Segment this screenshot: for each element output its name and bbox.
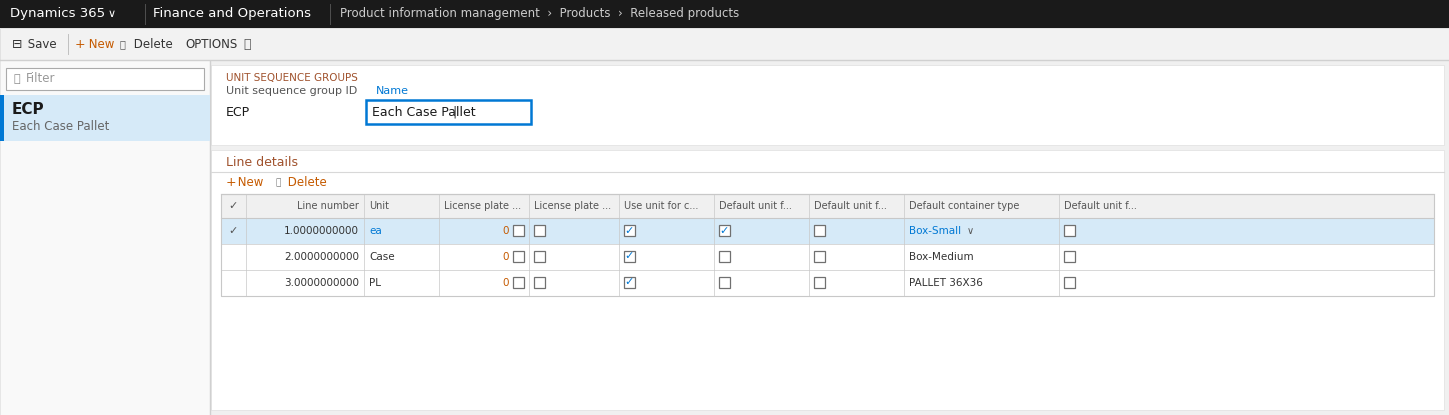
Text: 🔍: 🔍 (13, 74, 20, 84)
Text: License plate ...: License plate ... (535, 201, 611, 211)
Bar (222, 194, 1435, 218)
Bar (625, 277, 635, 288)
Bar (222, 270, 1435, 296)
Text: Filter: Filter (26, 73, 55, 85)
Text: Name: Name (375, 86, 409, 96)
Bar (367, 100, 530, 124)
Text: 3.0000000000: 3.0000000000 (284, 278, 359, 288)
Text: ⬜: ⬜ (120, 39, 126, 49)
Bar (212, 150, 1445, 410)
Text: Use unit for c...: Use unit for c... (625, 201, 698, 211)
Bar (222, 244, 1435, 270)
Text: 0: 0 (503, 252, 509, 262)
Bar (535, 277, 545, 288)
Bar (814, 251, 824, 262)
Text: Box-Medium: Box-Medium (909, 252, 974, 262)
Text: +: + (226, 176, 236, 190)
Text: Delete: Delete (130, 37, 172, 51)
Bar (0, 95, 4, 141)
Text: 0: 0 (503, 278, 509, 288)
Text: 🔍: 🔍 (243, 37, 251, 51)
Bar (719, 251, 730, 262)
Bar (1064, 251, 1075, 262)
Text: PL: PL (369, 278, 381, 288)
Bar (0, 28, 1449, 60)
Text: New: New (85, 37, 114, 51)
Text: ⬜: ⬜ (275, 178, 281, 188)
Bar (1064, 277, 1075, 288)
Text: ✓: ✓ (229, 226, 238, 236)
Bar (719, 277, 730, 288)
Bar (513, 225, 525, 236)
Text: ∨: ∨ (109, 9, 116, 19)
Bar (625, 251, 635, 262)
Text: ECP: ECP (12, 103, 45, 117)
Bar (814, 277, 824, 288)
Text: Dynamics 365: Dynamics 365 (10, 7, 106, 20)
Text: UNIT SEQUENCE GROUPS: UNIT SEQUENCE GROUPS (226, 73, 358, 83)
Text: Each Case Pallet: Each Case Pallet (372, 105, 475, 119)
Text: Save: Save (25, 37, 57, 51)
Text: ea: ea (369, 226, 381, 236)
Text: Delete: Delete (284, 176, 327, 190)
Bar (0, 60, 1449, 415)
Text: Default unit f...: Default unit f... (719, 201, 791, 211)
Bar (625, 225, 635, 236)
Text: Default container type: Default container type (909, 201, 1020, 211)
Bar (535, 251, 545, 262)
Bar (513, 251, 525, 262)
Text: ∨: ∨ (966, 226, 974, 236)
Bar (535, 225, 545, 236)
Text: Unit: Unit (369, 201, 388, 211)
Text: ✓: ✓ (229, 201, 238, 211)
Bar (222, 218, 1435, 244)
Bar (0, 95, 210, 141)
Bar (1064, 225, 1075, 236)
Text: |: | (452, 105, 456, 119)
Text: Default unit f...: Default unit f... (1064, 201, 1137, 211)
Text: +: + (75, 37, 85, 51)
Text: Line number: Line number (297, 201, 359, 211)
Text: PALLET 36X36: PALLET 36X36 (909, 278, 982, 288)
Bar (0, 60, 210, 415)
Text: Case: Case (369, 252, 394, 262)
Text: 2.0000000000: 2.0000000000 (284, 252, 359, 262)
Text: Product information management  ›  Products  ›  Released products: Product information management › Product… (341, 7, 739, 20)
Bar (0, 0, 1449, 28)
Bar (6, 68, 204, 90)
Text: License plate ...: License plate ... (443, 201, 522, 211)
Text: 0: 0 (503, 226, 509, 236)
Text: Default unit f...: Default unit f... (814, 201, 887, 211)
Text: Line details: Line details (226, 156, 298, 169)
Bar (814, 225, 824, 236)
Bar (212, 65, 1445, 145)
Text: ✓: ✓ (625, 225, 635, 235)
Bar (222, 194, 1435, 296)
Text: Box-Small: Box-Small (909, 226, 961, 236)
Text: ✓: ✓ (720, 225, 729, 235)
Text: Unit sequence group ID: Unit sequence group ID (226, 86, 358, 96)
Text: OPTIONS: OPTIONS (185, 37, 238, 51)
Text: New: New (233, 176, 264, 190)
Text: ✓: ✓ (625, 278, 635, 288)
Text: 1.0000000000: 1.0000000000 (284, 226, 359, 236)
Bar (719, 225, 730, 236)
Text: Finance and Operations: Finance and Operations (154, 7, 312, 20)
Text: ✓: ✓ (625, 251, 635, 261)
Text: Each Case Pallet: Each Case Pallet (12, 120, 109, 134)
Text: ECP: ECP (226, 105, 251, 119)
Text: ⊟: ⊟ (12, 37, 23, 51)
Bar (513, 277, 525, 288)
